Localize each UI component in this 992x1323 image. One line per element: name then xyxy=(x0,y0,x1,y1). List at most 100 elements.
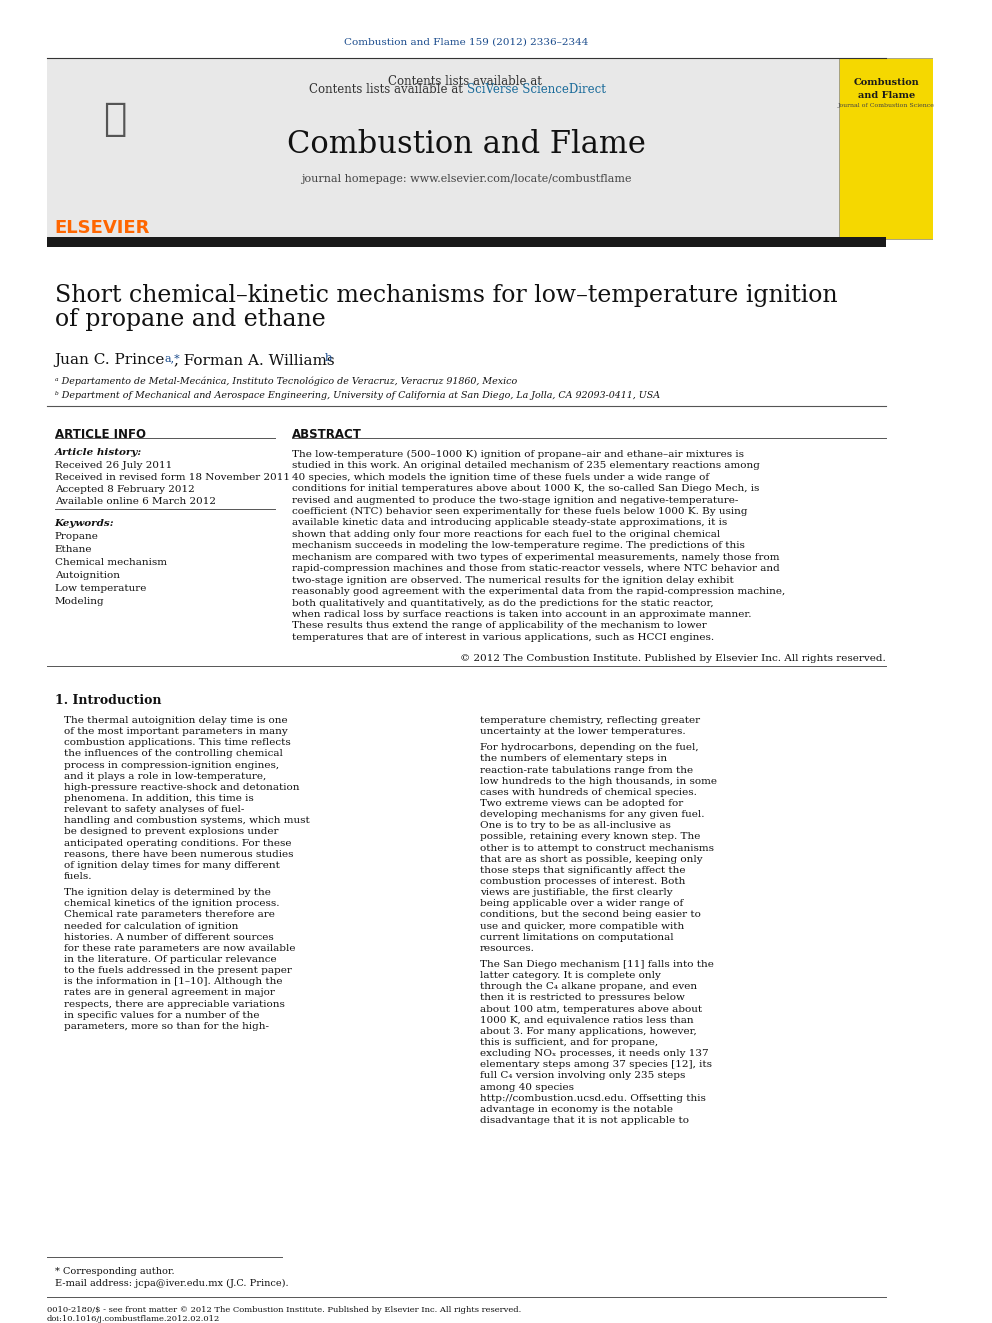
Text: The ignition delay is determined by the: The ignition delay is determined by the xyxy=(63,888,271,897)
Text: temperature chemistry, reflecting greater: temperature chemistry, reflecting greate… xyxy=(480,716,700,725)
Text: histories. A number of different sources: histories. A number of different sources xyxy=(63,933,274,942)
Text: journal homepage: www.elsevier.com/locate/combustflame: journal homepage: www.elsevier.com/locat… xyxy=(302,175,632,184)
Text: possible, retaining every known step. The: possible, retaining every known step. Th… xyxy=(480,832,700,841)
Text: 1000 K, and equivalence ratios less than: 1000 K, and equivalence ratios less than xyxy=(480,1016,693,1025)
Text: http://combustion.ucsd.edu. Offsetting this: http://combustion.ucsd.edu. Offsetting t… xyxy=(480,1094,705,1103)
Text: reaction-rate tabulations range from the: reaction-rate tabulations range from the xyxy=(480,766,692,774)
Text: and Flame: and Flame xyxy=(857,90,915,99)
Text: current limitations on computational: current limitations on computational xyxy=(480,933,674,942)
Text: advantage in economy is the notable: advantage in economy is the notable xyxy=(480,1105,673,1114)
Text: in specific values for a number of the: in specific values for a number of the xyxy=(63,1011,260,1020)
Text: Contents lists available at: Contents lists available at xyxy=(309,82,466,95)
Text: Combustion: Combustion xyxy=(853,78,919,86)
Text: Low temperature: Low temperature xyxy=(55,585,146,593)
Text: through the C₄ alkane propane, and even: through the C₄ alkane propane, and even xyxy=(480,982,697,991)
Text: to the fuels addressed in the present paper: to the fuels addressed in the present pa… xyxy=(63,966,292,975)
Text: temperatures that are of interest in various applications, such as HCCI engines.: temperatures that are of interest in var… xyxy=(292,632,714,642)
Text: elementary steps among 37 species [12], its: elementary steps among 37 species [12], … xyxy=(480,1060,712,1069)
Text: rapid-compression machines and those from static-reactor vessels, where NTC beha: rapid-compression machines and those fro… xyxy=(292,564,780,573)
Text: those steps that significantly affect the: those steps that significantly affect th… xyxy=(480,865,685,875)
Text: high-pressure reactive-shock and detonation: high-pressure reactive-shock and detonat… xyxy=(63,783,300,792)
Text: rates are in general agreement in major: rates are in general agreement in major xyxy=(63,988,275,998)
Text: both qualitatively and quantitatively, as do the predictions for the static reac: both qualitatively and quantitatively, a… xyxy=(292,598,713,607)
Text: two-stage ignition are observed. The numerical results for the ignition delay ex: two-stage ignition are observed. The num… xyxy=(292,576,733,585)
Text: about 100 atm, temperatures above about: about 100 atm, temperatures above about xyxy=(480,1004,702,1013)
Text: and it plays a role in low-temperature,: and it plays a role in low-temperature, xyxy=(63,771,266,781)
Text: of propane and ethane: of propane and ethane xyxy=(55,308,325,332)
Text: mechanism are compared with two types of experimental measurements, namely those: mechanism are compared with two types of… xyxy=(292,553,779,562)
Text: * Corresponding author.: * Corresponding author. xyxy=(55,1267,175,1275)
Text: 1. Introduction: 1. Introduction xyxy=(55,695,161,706)
Text: Ethane: Ethane xyxy=(55,545,92,554)
Text: Contents lists available at: Contents lists available at xyxy=(388,74,546,87)
Text: conditions for initial temperatures above about 1000 K, the so-called San Diego : conditions for initial temperatures abov… xyxy=(292,484,759,493)
Text: parameters, more so than for the high-: parameters, more so than for the high- xyxy=(63,1021,269,1031)
Text: when radical loss by surface reactions is taken into account in an approximate m: when radical loss by surface reactions i… xyxy=(292,610,751,619)
Text: of the most important parameters in many: of the most important parameters in many xyxy=(63,728,288,736)
Text: Modeling: Modeling xyxy=(55,597,104,606)
Text: revised and augmented to produce the two-stage ignition and negative-temperature: revised and augmented to produce the two… xyxy=(292,496,738,504)
Text: cases with hundreds of chemical species.: cases with hundreds of chemical species. xyxy=(480,787,696,796)
Text: The San Diego mechanism [11] falls into the: The San Diego mechanism [11] falls into … xyxy=(480,960,713,968)
Text: available kinetic data and introducing applicable steady-state approximations, i: available kinetic data and introducing a… xyxy=(292,519,727,528)
Text: the numbers of elementary steps in: the numbers of elementary steps in xyxy=(480,754,667,763)
Text: Received in revised form 18 November 2011: Received in revised form 18 November 201… xyxy=(55,472,290,482)
Bar xyxy=(839,58,933,239)
Text: low hundreds to the high thousands, in some: low hundreds to the high thousands, in s… xyxy=(480,777,717,786)
Text: be designed to prevent explosions under: be designed to prevent explosions under xyxy=(63,827,279,836)
Text: Combustion and Flame 159 (2012) 2336–2344: Combustion and Flame 159 (2012) 2336–234… xyxy=(344,38,589,46)
Text: handling and combustion systems, which must: handling and combustion systems, which m… xyxy=(63,816,310,826)
Text: The thermal autoignition delay time is one: The thermal autoignition delay time is o… xyxy=(63,716,288,725)
Text: combustion applications. This time reflects: combustion applications. This time refle… xyxy=(63,738,291,747)
Text: use and quicker, more compatible with: use and quicker, more compatible with xyxy=(480,922,684,930)
Text: chemical kinetics of the ignition process.: chemical kinetics of the ignition proces… xyxy=(63,900,280,909)
Text: about 3. For many applications, however,: about 3. For many applications, however, xyxy=(480,1027,696,1036)
Text: For hydrocarbons, depending on the fuel,: For hydrocarbons, depending on the fuel, xyxy=(480,744,698,753)
Text: 40 species, which models the ignition time of these fuels under a wide range of: 40 species, which models the ignition ti… xyxy=(292,472,708,482)
Text: developing mechanisms for any given fuel.: developing mechanisms for any given fuel… xyxy=(480,810,704,819)
Text: doi:10.1016/j.combustflame.2012.02.012: doi:10.1016/j.combustflame.2012.02.012 xyxy=(47,1315,220,1323)
Text: ELSEVIER: ELSEVIER xyxy=(55,218,150,237)
Text: 0010-2180/$ - see front matter © 2012 The Combustion Institute. Published by Els: 0010-2180/$ - see front matter © 2012 Th… xyxy=(47,1306,521,1314)
Text: being applicable over a wider range of: being applicable over a wider range of xyxy=(480,900,683,909)
Text: in the literature. Of particular relevance: in the literature. Of particular relevan… xyxy=(63,955,277,964)
Text: needed for calculation of ignition: needed for calculation of ignition xyxy=(63,922,238,930)
Text: ABSTRACT: ABSTRACT xyxy=(292,427,361,441)
Text: the influences of the controlling chemical: the influences of the controlling chemic… xyxy=(63,749,283,758)
Text: ᵃ Departamento de Metal-Mecánica, Instituto Tecnológico de Veracruz, Veracruz 91: ᵃ Departamento de Metal-Mecánica, Instit… xyxy=(55,376,517,385)
Text: reasonably good agreement with the experimental data from the rapid-compression : reasonably good agreement with the exper… xyxy=(292,587,785,597)
Text: disadvantage that it is not applicable to: disadvantage that it is not applicable t… xyxy=(480,1117,688,1125)
Text: uncertainty at the lower temperatures.: uncertainty at the lower temperatures. xyxy=(480,728,685,736)
Bar xyxy=(47,237,886,247)
Text: coefficient (NTC) behavior seen experimentally for these fuels below 1000 K. By : coefficient (NTC) behavior seen experime… xyxy=(292,507,747,516)
Text: respects, there are appreciable variations: respects, there are appreciable variatio… xyxy=(63,1000,285,1008)
Text: SciVerse ScienceDirect: SciVerse ScienceDirect xyxy=(466,82,605,95)
Text: Keywords:: Keywords: xyxy=(55,520,114,528)
Bar xyxy=(47,58,184,239)
Text: These results thus extend the range of applicability of the mechanism to lower: These results thus extend the range of a… xyxy=(292,622,706,631)
Text: b: b xyxy=(324,353,331,364)
Text: other is to attempt to construct mechanisms: other is to attempt to construct mechani… xyxy=(480,844,714,852)
Text: resources.: resources. xyxy=(480,943,535,953)
Text: reasons, there have been numerous studies: reasons, there have been numerous studie… xyxy=(63,849,294,859)
Text: conditions, but the second being easier to: conditions, but the second being easier … xyxy=(480,910,700,919)
Text: full C₄ version involving only 235 steps: full C₄ version involving only 235 steps xyxy=(480,1072,685,1081)
Text: studied in this work. An original detailed mechanism of 235 elementary reactions: studied in this work. An original detail… xyxy=(292,462,760,470)
Text: mechanism succeeds in modeling the low-temperature regime. The predictions of th: mechanism succeeds in modeling the low-t… xyxy=(292,541,745,550)
Text: views are justifiable, the first clearly: views are justifiable, the first clearly xyxy=(480,888,673,897)
Text: that are as short as possible, keeping only: that are as short as possible, keeping o… xyxy=(480,855,702,864)
Text: then it is restricted to pressures below: then it is restricted to pressures below xyxy=(480,994,684,1003)
Text: is the information in [1–10]. Although the: is the information in [1–10]. Although t… xyxy=(63,978,283,987)
Text: for these rate parameters are now available: for these rate parameters are now availa… xyxy=(63,943,296,953)
Text: Chemical mechanism: Chemical mechanism xyxy=(55,558,167,568)
Text: E-mail address: jcpa@iver.edu.mx (J.C. Prince).: E-mail address: jcpa@iver.edu.mx (J.C. P… xyxy=(55,1279,289,1287)
Text: Short chemical–kinetic mechanisms for low–temperature ignition: Short chemical–kinetic mechanisms for lo… xyxy=(55,283,837,307)
Text: Accepted 8 February 2012: Accepted 8 February 2012 xyxy=(55,484,194,493)
Text: Article history:: Article history: xyxy=(55,447,142,456)
Text: relevant to safety analyses of fuel-: relevant to safety analyses of fuel- xyxy=(63,806,244,814)
Text: Available online 6 March 2012: Available online 6 March 2012 xyxy=(55,496,215,505)
Text: excluding NOₓ processes, it needs only 137: excluding NOₓ processes, it needs only 1… xyxy=(480,1049,708,1058)
Text: Autoignition: Autoignition xyxy=(55,572,120,581)
Text: , Forman A. Williams: , Forman A. Williams xyxy=(174,353,339,368)
Text: 🌳: 🌳 xyxy=(103,99,126,138)
